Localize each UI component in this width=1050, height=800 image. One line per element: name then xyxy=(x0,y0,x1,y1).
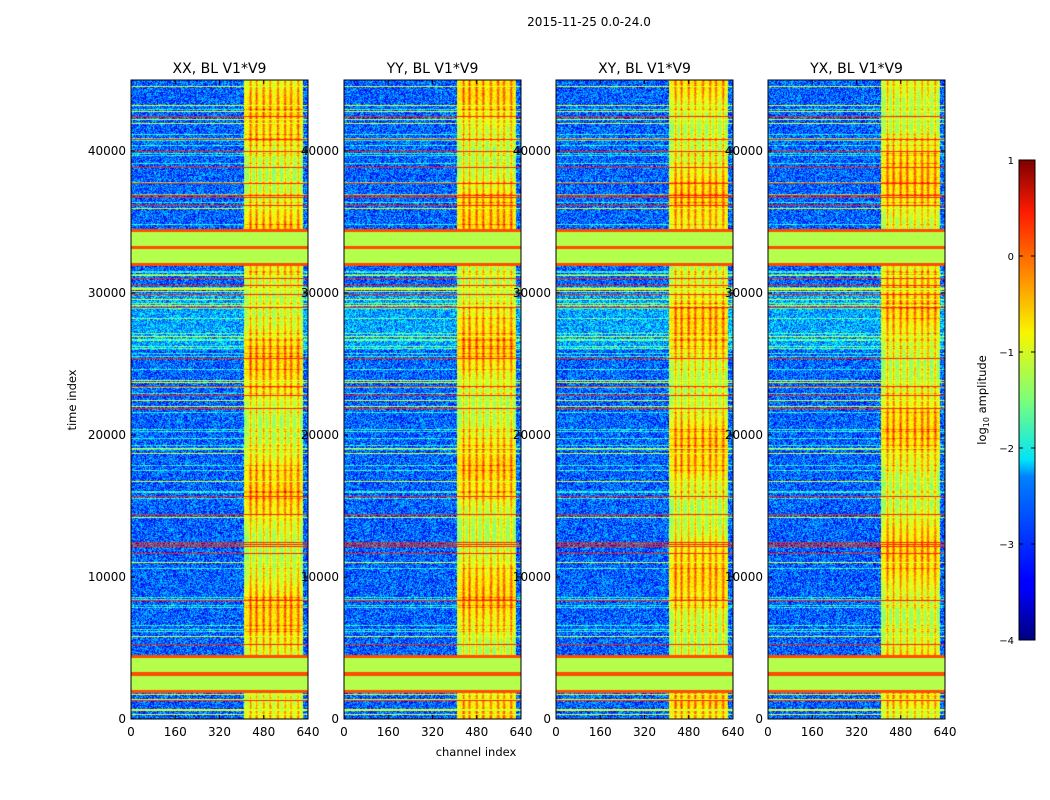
x-tick-label: 320 xyxy=(845,725,868,739)
colorbar-gradient xyxy=(1018,159,1036,641)
panels: XX, BL V1*V9 0 160 320 480 640 0 10000 20000 3000… xyxy=(88,61,957,739)
y-tick-label: 20000 xyxy=(88,428,126,442)
y-tick-label: 0 xyxy=(118,712,126,726)
colorbar-label: log10 amplitude xyxy=(975,355,991,445)
y-tick-label: 10000 xyxy=(88,570,126,584)
panel-1: YY, BL V1*V9 0 160 320 480 640 0 10000 20000 3000… xyxy=(301,61,533,739)
figure-suptitle: 2015-11-25 0.0-24.0 xyxy=(527,15,651,29)
colorbar-tick-label: 0 xyxy=(1008,252,1014,263)
y-tick-label: 40000 xyxy=(301,144,339,158)
x-tick-label: 640 xyxy=(934,725,957,739)
x-tick-label: 320 xyxy=(633,725,656,739)
heatmap-image xyxy=(768,80,945,719)
x-tick-label: 160 xyxy=(164,725,187,739)
colorbar-tick-label: −4 xyxy=(999,636,1014,647)
panel-0: XX, BL V1*V9 0 160 320 480 640 0 10000 20000 3000… xyxy=(88,61,320,739)
y-tick-label: 40000 xyxy=(725,144,763,158)
x-tick-label: 0 xyxy=(127,725,135,739)
y-tick-label: 0 xyxy=(543,712,551,726)
panel-title: YY, BL V1*V9 xyxy=(386,61,479,77)
panel-2: XY, BL V1*V9 0 160 320 480 640 0 10000 20000 3000… xyxy=(513,61,745,739)
y-tick-label: 10000 xyxy=(513,570,551,584)
y-tick-label: 30000 xyxy=(725,286,763,300)
x-tick-label: 0 xyxy=(764,725,772,739)
y-tick-label: 30000 xyxy=(513,286,551,300)
x-tick-label: 160 xyxy=(377,725,400,739)
colorbar-tick-label: −2 xyxy=(999,444,1014,455)
x-tick-label: 160 xyxy=(801,725,824,739)
panel-title: XY, BL V1*V9 xyxy=(598,61,691,77)
y-tick-label: 30000 xyxy=(301,286,339,300)
panel-title: XX, BL V1*V9 xyxy=(173,61,267,77)
x-tick-label: 640 xyxy=(722,725,745,739)
x-tick-label: 480 xyxy=(889,725,912,739)
y-tick-label: 40000 xyxy=(513,144,551,158)
panel-3: YX, BL V1*V9 0 160 320 480 640 0 10000 20000 3000… xyxy=(725,61,957,739)
y-tick-label: 20000 xyxy=(301,428,339,442)
y-tick-label: 30000 xyxy=(88,286,126,300)
x-tick-label: 640 xyxy=(510,725,533,739)
x-tick-label: 480 xyxy=(252,725,275,739)
x-axis-label: channel index xyxy=(436,745,517,759)
x-tick-label: 480 xyxy=(465,725,488,739)
y-tick-label: 0 xyxy=(331,712,339,726)
x-tick-label: 320 xyxy=(208,725,231,739)
x-tick-label: 160 xyxy=(589,725,612,739)
colorbar-tick-label: −3 xyxy=(999,540,1014,551)
x-tick-label: 320 xyxy=(421,725,444,739)
y-tick-label: 20000 xyxy=(513,428,551,442)
heatmap-image xyxy=(131,80,308,719)
x-tick-label: 0 xyxy=(340,725,348,739)
x-tick-label: 640 xyxy=(297,725,320,739)
heatmap-image xyxy=(344,80,521,719)
colorbar: log10 amplitude −4 −3 −2 −1 0 1 xyxy=(975,156,1036,647)
colorbar-tick-label: 1 xyxy=(1008,156,1014,167)
y-tick-label: 0 xyxy=(755,712,763,726)
x-tick-label: 480 xyxy=(677,725,700,739)
colorbar-tick-label: −1 xyxy=(999,348,1014,359)
panel-title: YX, BL V1*V9 xyxy=(809,61,903,77)
y-tick-label: 20000 xyxy=(725,428,763,442)
y-tick-label: 10000 xyxy=(301,570,339,584)
heatmap-image xyxy=(556,80,733,719)
x-tick-label: 0 xyxy=(552,725,560,739)
y-tick-label: 40000 xyxy=(88,144,126,158)
y-tick-label: 10000 xyxy=(725,570,763,584)
y-axis-label: time index xyxy=(65,369,79,430)
